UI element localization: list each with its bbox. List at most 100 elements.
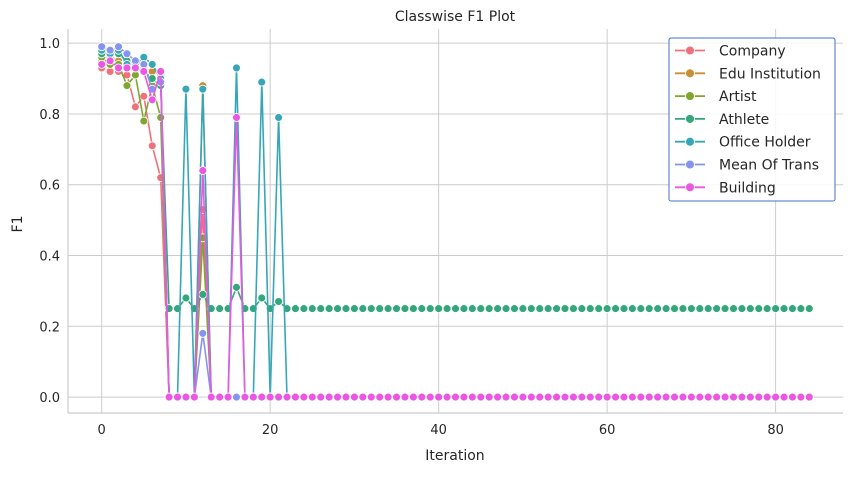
- data-point: [434, 392, 444, 402]
- data-point: [358, 304, 368, 314]
- data-point: [577, 392, 587, 402]
- data-point: [712, 304, 722, 314]
- data-point: [189, 392, 199, 402]
- data-point: [198, 166, 208, 176]
- data-point: [299, 392, 309, 402]
- data-point: [518, 392, 528, 402]
- data-point: [290, 304, 300, 314]
- chart-title: Classwise F1 Plot: [395, 9, 516, 25]
- data-point: [627, 392, 637, 402]
- data-point: [510, 304, 519, 314]
- legend-label: Building: [719, 180, 776, 196]
- data-point: [181, 293, 191, 303]
- data-point: [333, 304, 343, 314]
- data-point: [383, 304, 393, 314]
- data-point: [366, 304, 376, 314]
- data-point: [568, 304, 578, 314]
- data-point: [274, 297, 284, 306]
- data-point: [535, 392, 545, 402]
- data-point: [627, 304, 637, 314]
- data-point: [779, 304, 789, 314]
- data-point: [602, 304, 612, 314]
- data-point: [493, 392, 503, 402]
- y-tick-label: 0.8: [39, 108, 60, 123]
- legend-label: Edu Institution: [719, 66, 821, 82]
- data-point: [771, 392, 781, 402]
- data-point: [451, 392, 460, 402]
- data-point: [290, 392, 300, 402]
- data-point: [602, 392, 612, 402]
- data-point: [686, 392, 696, 402]
- data-point: [678, 304, 688, 314]
- data-point: [257, 77, 267, 87]
- data-point: [223, 392, 233, 402]
- data-point: [737, 392, 747, 402]
- legend-item: Office Holder: [675, 135, 811, 151]
- data-point: [552, 304, 562, 314]
- data-point: [661, 392, 671, 402]
- data-point: [467, 304, 477, 314]
- data-point: [442, 392, 452, 402]
- data-point: [333, 392, 343, 402]
- data-point: [425, 304, 435, 314]
- data-point: [392, 392, 401, 402]
- data-point: [122, 63, 132, 73]
- legend-marker: [685, 159, 695, 170]
- data-point: [324, 304, 334, 314]
- data-point: [316, 392, 326, 402]
- data-point: [804, 392, 814, 402]
- data-point: [611, 304, 621, 314]
- legend-item: Edu Institution: [675, 66, 821, 82]
- data-point: [585, 392, 595, 402]
- y-axis-label: F1: [10, 216, 26, 233]
- data-point: [594, 392, 604, 402]
- data-point: [358, 392, 368, 402]
- data-point: [400, 392, 410, 402]
- data-point: [240, 392, 250, 402]
- y-tick-label: 1.0: [39, 37, 60, 52]
- data-point: [762, 304, 772, 314]
- data-point: [712, 392, 722, 402]
- data-point: [644, 304, 654, 314]
- data-point: [518, 304, 528, 314]
- data-point: [737, 304, 747, 314]
- data-point: [232, 282, 241, 292]
- data-point: [796, 392, 806, 402]
- data-point: [375, 304, 385, 314]
- data-point: [341, 304, 351, 314]
- data-point: [97, 59, 107, 69]
- data-point: [636, 304, 646, 314]
- data-point: [375, 392, 385, 402]
- data-point: [484, 304, 494, 314]
- data-point: [316, 304, 326, 314]
- data-point: [181, 392, 191, 402]
- data-point: [130, 63, 140, 73]
- data-point: [661, 304, 671, 314]
- data-point: [703, 304, 713, 314]
- data-point: [619, 392, 629, 402]
- data-point: [745, 392, 755, 402]
- data-point: [476, 392, 486, 402]
- data-point: [156, 113, 166, 122]
- data-point: [400, 304, 410, 314]
- data-point: [257, 392, 267, 402]
- x-tick-label: 80: [767, 423, 784, 438]
- legend-label: Mean Of Trans: [719, 158, 819, 174]
- legend-item: Artist: [675, 89, 757, 105]
- data-point: [560, 392, 570, 402]
- data-point: [366, 392, 376, 402]
- data-point: [459, 392, 469, 402]
- x-tick-label: 60: [599, 423, 616, 438]
- data-point: [670, 304, 679, 314]
- data-point: [644, 392, 654, 402]
- legend-marker: [685, 113, 695, 124]
- legend-marker: [685, 182, 695, 193]
- data-point: [442, 304, 452, 314]
- data-point: [493, 304, 503, 314]
- data-point: [139, 67, 149, 76]
- data-point: [173, 392, 182, 402]
- data-point: [232, 392, 241, 402]
- data-point: [274, 113, 284, 122]
